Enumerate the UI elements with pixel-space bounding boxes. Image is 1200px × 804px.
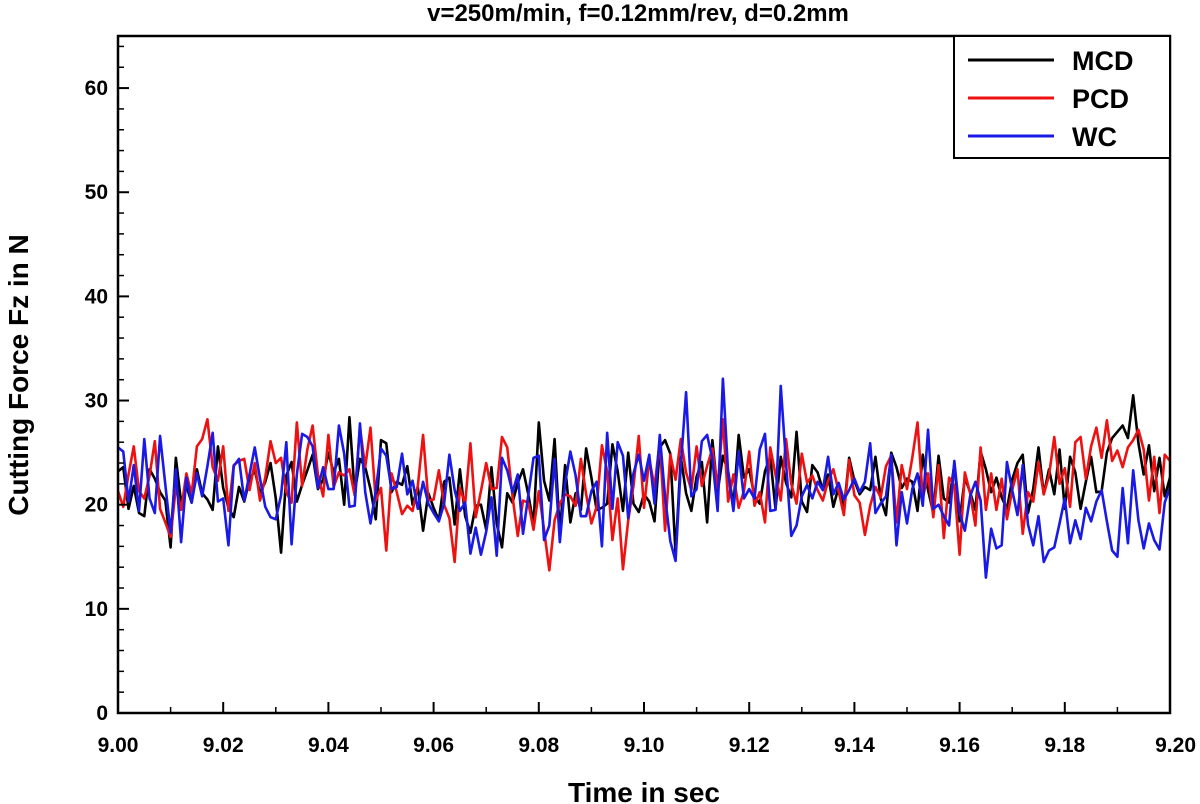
x-tick-label: 9.14 [834,734,875,757]
legend-label-wc: WC [1072,122,1117,152]
y-axis: 0 10 20 30 40 50 60 [85,45,129,725]
y-tick-label: 30 [85,390,108,413]
y-tick-label: 20 [85,494,108,517]
series-line-wc [118,377,1170,579]
legend-label-pcd: PCD [1072,84,1129,114]
x-tick-label: 9.12 [729,734,770,757]
x-tick-label: 9.10 [624,734,665,757]
y-tick-label: 60 [85,77,108,100]
chart-title: v=250m/min, f=0.12mm/rev, d=0.2mm [427,0,849,27]
x-tick-label: 9.16 [939,734,980,757]
y-tick-label: 10 [85,598,108,621]
y-tick-label: 0 [96,702,108,725]
x-axis: 9.00 9.02 9.04 9.06 9.08 9.10 9.12 9.14 9.16 9.18… [98,702,1196,757]
legend: MCD PCD WC [953,35,1171,159]
series-line-pcd [118,417,1170,572]
x-tick-label: 9.00 [98,734,139,757]
x-tick-label: 9.04 [308,734,349,757]
x-tick-label: 9.18 [1044,734,1085,757]
x-tick-label: 9.06 [413,734,454,757]
x-tick-label: 9.08 [518,734,559,757]
x-tick-label: 9.02 [203,734,244,757]
legend-label-mcd: MCD [1072,46,1134,76]
x-tick-label: 9.20 [1155,734,1196,757]
series-layer [118,377,1170,579]
x-axis-label: Time in sec [568,777,720,804]
y-tick-label: 40 [85,285,108,308]
y-axis-label: Cutting Force Fz in N [3,234,34,516]
y-tick-label: 50 [85,181,108,204]
